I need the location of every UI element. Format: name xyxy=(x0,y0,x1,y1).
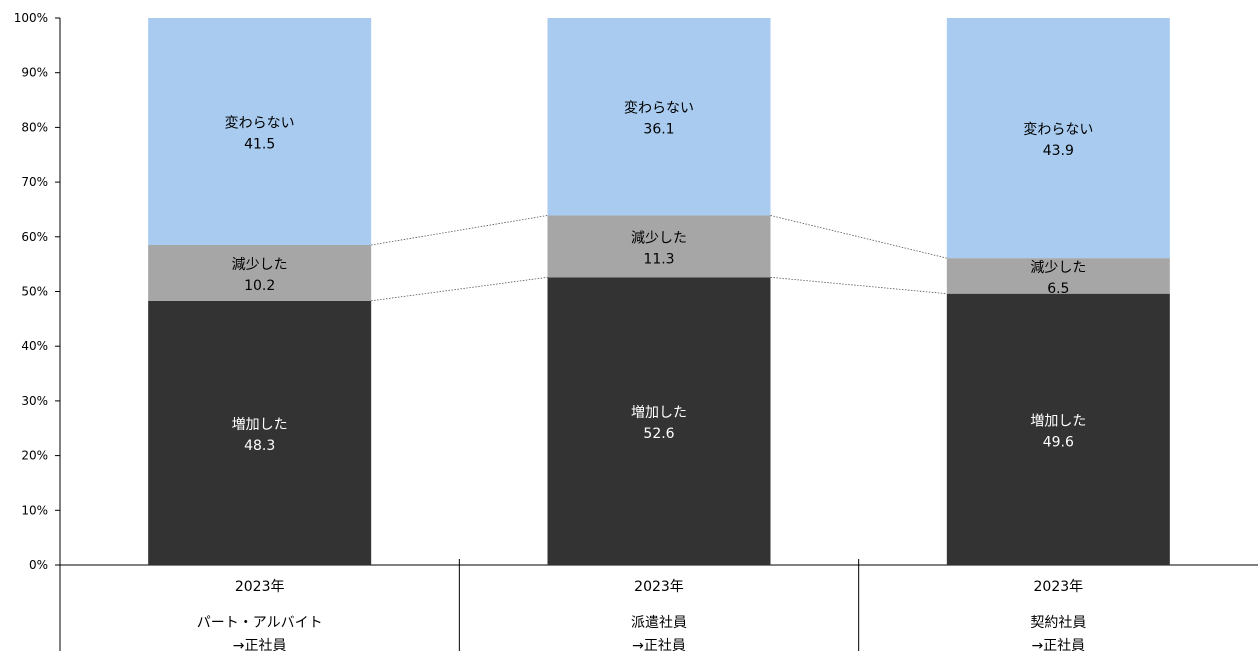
y-tick-label: 100% xyxy=(14,11,48,25)
category-year-label: 2023年 xyxy=(1034,579,1084,595)
y-tick-label: 30% xyxy=(21,394,48,408)
connector-line xyxy=(770,215,947,259)
bar-segment xyxy=(148,18,372,246)
category-target-label: →正社員 xyxy=(632,638,686,651)
segment-series-label: 減少した xyxy=(1030,259,1086,276)
bar-segment xyxy=(946,258,1170,294)
segment-series-label: 増加した xyxy=(232,417,288,433)
y-tick-label: 20% xyxy=(21,449,48,463)
y-tick-label: 0% xyxy=(29,558,48,572)
segment-value-label: 52.6 xyxy=(643,426,674,442)
bar-segment xyxy=(547,215,771,278)
segment-series-label: 変わらない xyxy=(1023,121,1093,138)
y-tick-label: 90% xyxy=(21,66,48,80)
connector-line xyxy=(371,215,548,246)
category-year-label: 2023年 xyxy=(235,579,285,595)
segment-series-label: 増加した xyxy=(631,405,687,421)
y-tick-label: 50% xyxy=(21,285,48,299)
segment-value-label: 6.5 xyxy=(1047,281,1069,297)
y-tick-label: 40% xyxy=(21,339,48,353)
bar-segment xyxy=(946,293,1170,565)
segment-series-label: 減少した xyxy=(631,229,687,246)
segment-series-label: 変わらない xyxy=(624,100,694,117)
bar-segment xyxy=(946,18,1170,259)
segment-labels: 増加した 48.3 減少した 10.2 変わらない 41.5 増加した 52.6 減少した 11.… xyxy=(225,100,1094,454)
segment-series-label: 増加した xyxy=(1030,413,1086,429)
segment-value-label: 41.5 xyxy=(244,137,275,153)
y-tick-label: 70% xyxy=(21,175,48,189)
segment-value-label: 43.9 xyxy=(1043,143,1074,159)
bar-segment xyxy=(148,245,372,301)
category-year-label: 2023年 xyxy=(634,579,684,595)
segment-series-label: 減少した xyxy=(232,256,288,273)
segment-series-label: 変わらない xyxy=(225,115,295,132)
category-name-label: 派遣社員 xyxy=(631,615,687,631)
segment-value-label: 48.3 xyxy=(244,438,275,454)
bars xyxy=(148,18,1170,565)
y-tick-label: 10% xyxy=(21,503,48,517)
connector-line xyxy=(371,276,548,302)
bar-segment xyxy=(547,277,771,565)
segment-value-label: 11.3 xyxy=(643,251,674,267)
category-target-label: →正社員 xyxy=(233,638,287,651)
category-name-label: 契約社員 xyxy=(1030,615,1086,631)
category-target-label: →正社員 xyxy=(1031,638,1085,651)
segment-value-label: 49.6 xyxy=(1043,434,1074,450)
category-name-label: パート・アルバイト xyxy=(197,615,323,631)
segment-value-label: 36.1 xyxy=(643,122,674,138)
bar-segment xyxy=(547,18,771,216)
y-tick-label: 80% xyxy=(21,120,48,134)
connector-lines xyxy=(371,215,947,302)
segment-value-label: 10.2 xyxy=(244,278,275,294)
connector-line xyxy=(770,276,947,295)
y-tick-label: 60% xyxy=(21,230,48,244)
bar-segment xyxy=(148,300,372,565)
